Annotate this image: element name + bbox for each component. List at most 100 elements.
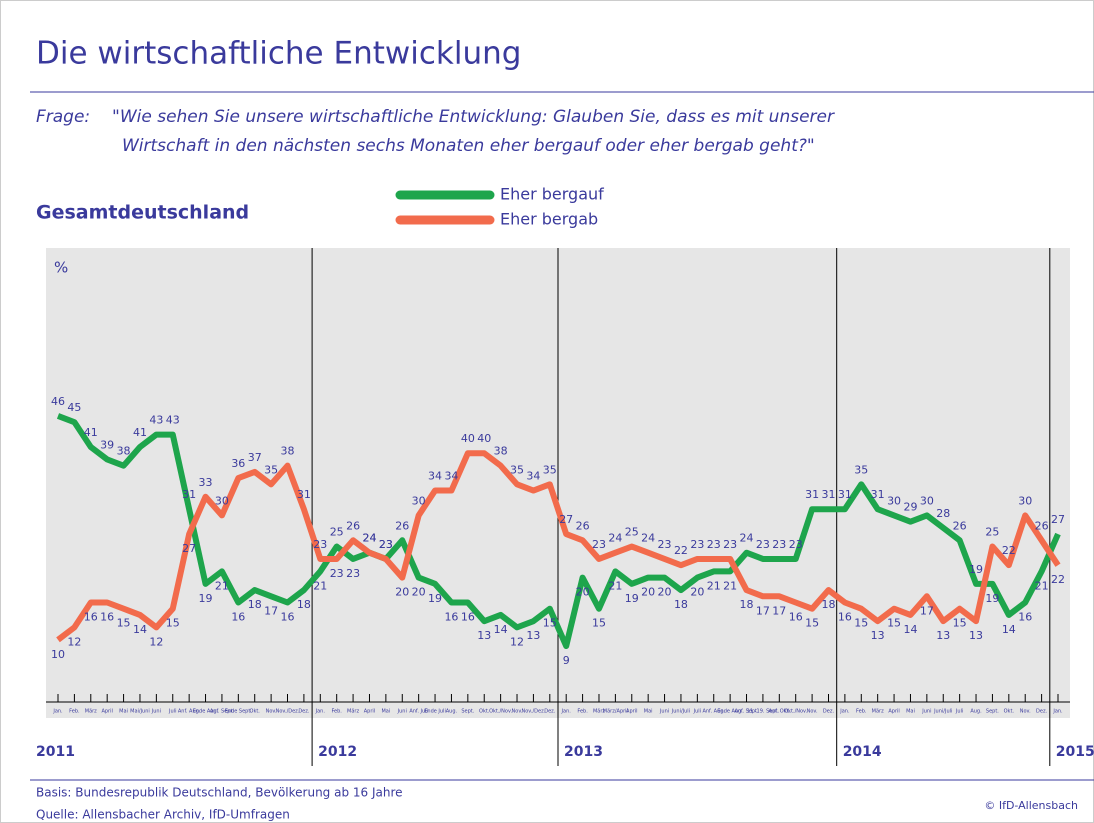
x-tick-label: Jan. [315, 709, 326, 715]
x-tick-label: Dez. [1036, 709, 1048, 715]
data-label: 31 [297, 488, 311, 501]
x-tick-label: Juni [397, 709, 407, 715]
x-tick-label: Juli [693, 709, 701, 715]
x-tick-label: Feb. [331, 709, 342, 715]
x-tick-label: Juni/Juli [933, 709, 952, 715]
data-label: 31 [182, 488, 196, 501]
data-label: 23 [772, 538, 786, 551]
x-tick-label: Mai/Juni [130, 709, 150, 715]
data-label: 15 [854, 617, 868, 630]
x-tick-label: Anf. Sept. [734, 709, 759, 715]
data-label: 16 [84, 610, 98, 623]
data-label: 21 [215, 579, 229, 592]
data-label: 23 [313, 538, 327, 551]
data-label: 20 [395, 586, 409, 599]
data-label: 26 [576, 519, 590, 532]
data-label: 13 [871, 629, 885, 642]
data-label: 13 [969, 629, 983, 642]
data-label: 23 [690, 538, 704, 551]
data-label: 21 [707, 579, 721, 592]
data-label: 24 [740, 532, 754, 545]
x-tick-label: Ende Sept. [225, 709, 253, 715]
data-label: 23 [379, 538, 393, 551]
x-tick-label: März [872, 709, 884, 715]
x-tick-label: Okt./Nov. [489, 709, 512, 715]
data-label: 21 [1035, 579, 1049, 592]
x-tick-label: Aug. [446, 709, 458, 715]
x-tick-label: Nov./Dez. [276, 709, 300, 715]
x-tick-label: Dez. [823, 709, 835, 715]
data-label: 18 [248, 598, 262, 611]
data-label: 16 [1018, 610, 1032, 623]
x-tick-label: April [626, 709, 637, 715]
x-tick-label: Okt./Nov. [784, 709, 807, 715]
data-label: 31 [838, 488, 852, 501]
data-label: 26 [346, 519, 360, 532]
x-tick-label: Anf. Aug. [702, 709, 725, 715]
x-tick-label: Juni [921, 709, 931, 715]
year-label: 2011 [36, 744, 75, 760]
x-tick-label: Jan. [561, 709, 572, 715]
x-tick-label: Juni [659, 709, 669, 715]
data-label: 14 [133, 623, 147, 636]
legend-label: Eher bergab [500, 210, 598, 229]
data-label: 15 [117, 617, 131, 630]
year-label: 2013 [564, 744, 603, 760]
data-label: 13 [936, 629, 950, 642]
data-label: 24 [362, 532, 376, 545]
x-tick-label: Feb. [69, 709, 80, 715]
data-label: 35 [510, 463, 524, 476]
x-tick-label: April [101, 709, 112, 715]
year-label: 2015 [1056, 744, 1094, 760]
data-label: 27 [559, 513, 573, 526]
x-tick-label: Anf. Juli [409, 709, 428, 715]
x-tick-label: Ende Aug. [717, 709, 743, 715]
data-label: 20 [412, 586, 426, 599]
question: Wirtschaft in den nächsten sechs Monaten… [122, 136, 815, 156]
footer: Basis: Bundesrepublik Deutschland, Bevöl… [36, 786, 403, 800]
data-label: 28 [936, 507, 950, 520]
data-label: 14 [494, 623, 508, 636]
data-label: 21 [723, 579, 737, 592]
data-label: 26 [953, 519, 967, 532]
x-tick-label: Sept. [986, 709, 999, 715]
x-tick-label: Anf. Aug. [178, 709, 201, 715]
x-tick-label: Mai [644, 709, 653, 715]
x-tick-label: Juli [168, 709, 176, 715]
data-label: 23 [756, 538, 770, 551]
data-label: 43 [149, 414, 163, 427]
x-tick-label: Juni/Juli [671, 709, 690, 715]
x-tick-label: März [347, 709, 359, 715]
x-tick-label: Jan. [1052, 709, 1063, 715]
data-label: 24 [641, 532, 655, 545]
data-label: 38 [117, 445, 131, 458]
x-tick-label: Sept. [461, 709, 474, 715]
data-label: 25 [625, 526, 639, 539]
subtitle: Gesamtdeutschland [36, 202, 249, 224]
data-label: 40 [477, 432, 491, 445]
data-label: 29 [903, 501, 917, 514]
x-tick-label: Nov./Dez. [522, 709, 546, 715]
data-label: 12 [149, 635, 163, 648]
x-tick-label: Feb. [577, 709, 588, 715]
x-tick-label: Nov. [807, 709, 818, 715]
data-label: 15 [805, 617, 819, 630]
data-label: 35 [264, 463, 278, 476]
x-tick-label: Nov. [512, 709, 523, 715]
data-label: 23 [789, 538, 803, 551]
data-label: 23 [592, 538, 606, 551]
data-label: 31 [805, 488, 819, 501]
data-label: 13 [526, 629, 540, 642]
x-tick-label: 11.-19. Sept. [747, 709, 780, 715]
data-label: 19 [985, 592, 999, 605]
data-label: 15 [953, 617, 967, 630]
data-label: 14 [903, 623, 917, 636]
data-label: 14 [1002, 623, 1016, 636]
x-tick-label: Anf. Sept. [210, 709, 235, 715]
data-label: 31 [821, 488, 835, 501]
series-line [56, 450, 1061, 643]
data-label: 15 [543, 617, 557, 630]
data-label: 41 [84, 426, 98, 439]
data-label: 20 [576, 586, 590, 599]
data-label: 35 [543, 463, 557, 476]
